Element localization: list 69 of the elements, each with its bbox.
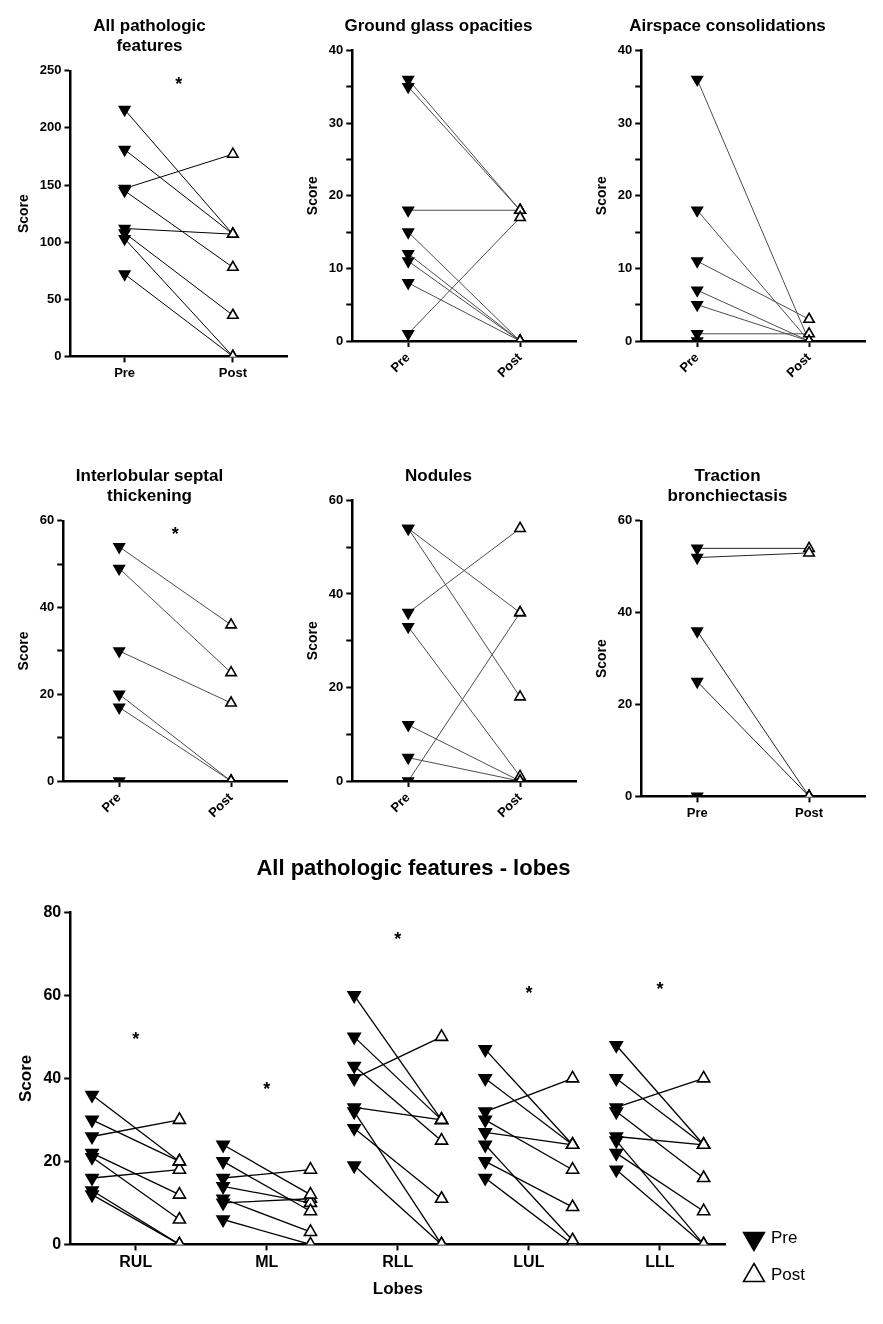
y-tick-label: 40: [617, 41, 633, 57]
y-axis-title: Score: [304, 176, 321, 216]
y-tick-label: 0: [625, 787, 633, 803]
y-axis-title: Score: [15, 193, 32, 234]
chart-title: Airspace consolidations: [629, 15, 826, 35]
annotation: *: [132, 1028, 140, 1049]
x-axis-title: Lobes: [372, 1279, 423, 1299]
y-tick-label: 20: [328, 187, 344, 203]
y-tick-label: 50: [47, 290, 62, 306]
y-tick-label: 0: [625, 332, 633, 348]
chart-title: Interlobular septal thickening: [75, 465, 224, 506]
annotation: *: [263, 1078, 271, 1099]
y-tick-label: 60: [39, 512, 55, 528]
x-tick-label: RUL: [119, 1253, 153, 1271]
annotation: *: [175, 73, 183, 94]
y-tick-label: 20: [617, 187, 633, 203]
y-axis-title: Score: [15, 1054, 35, 1103]
annotation: *: [656, 979, 664, 1000]
y-tick-label: 20: [43, 1151, 62, 1169]
x-tick-label: Pre: [98, 789, 124, 816]
annotation: *: [525, 983, 533, 1004]
x-tick-label: Pre: [686, 804, 708, 820]
y-axis-title: Score: [15, 631, 32, 671]
annotation: *: [171, 523, 179, 544]
chart-title: Traction bronchiectasis: [667, 465, 788, 506]
y-tick-label: 40: [617, 604, 633, 620]
chart-title: All pathologic features - lobes: [256, 855, 571, 881]
x-tick-label: Pre: [114, 364, 136, 380]
chart-title: Ground glass opacities: [344, 15, 533, 35]
y-tick-label: 20: [39, 685, 55, 701]
y-tick-label: 60: [43, 985, 62, 1003]
x-tick-label: Pre: [676, 349, 702, 376]
y-tick-label: 20: [328, 679, 344, 695]
x-tick-label: LLL: [645, 1253, 675, 1271]
y-tick-label: 60: [328, 491, 344, 507]
legend-label: Pre: [770, 1228, 798, 1248]
y-tick-label: 40: [328, 41, 344, 57]
x-tick-label: Pre: [387, 349, 413, 376]
x-tick-label: Post: [794, 804, 824, 820]
x-tick-label: Post: [218, 364, 248, 380]
y-tick-label: 200: [39, 119, 62, 135]
annotation: *: [394, 929, 402, 950]
y-tick-label: 20: [617, 696, 633, 712]
y-tick-label: 0: [336, 332, 344, 348]
y-tick-label: 100: [39, 233, 62, 249]
chart-title: All pathologic features: [93, 15, 206, 56]
x-tick-label: Pre: [387, 789, 413, 816]
y-tick-label: 10: [617, 259, 633, 275]
y-tick-label: 60: [617, 512, 633, 528]
y-tick-label: 0: [52, 1234, 62, 1252]
y-axis-title: Score: [304, 621, 321, 661]
y-tick-label: 40: [328, 585, 344, 601]
y-tick-label: 30: [617, 114, 633, 130]
y-tick-label: 0: [336, 772, 344, 788]
y-tick-label: 80: [43, 902, 62, 920]
x-tick-label: LUL: [513, 1253, 545, 1271]
y-axis-title: Score: [593, 638, 610, 679]
y-tick-label: 0: [54, 347, 62, 363]
y-tick-label: 0: [47, 772, 55, 788]
x-tick-label: RLL: [382, 1253, 414, 1271]
y-axis-title: Score: [593, 176, 610, 216]
y-tick-label: 250: [39, 62, 62, 78]
y-tick-label: 40: [43, 1068, 62, 1086]
x-tick-label: ML: [255, 1253, 279, 1271]
y-tick-label: 150: [39, 176, 62, 192]
chart-title: Nodules: [404, 465, 473, 485]
y-tick-label: 40: [39, 599, 55, 615]
y-tick-label: 30: [328, 114, 344, 130]
y-tick-label: 10: [328, 259, 344, 275]
